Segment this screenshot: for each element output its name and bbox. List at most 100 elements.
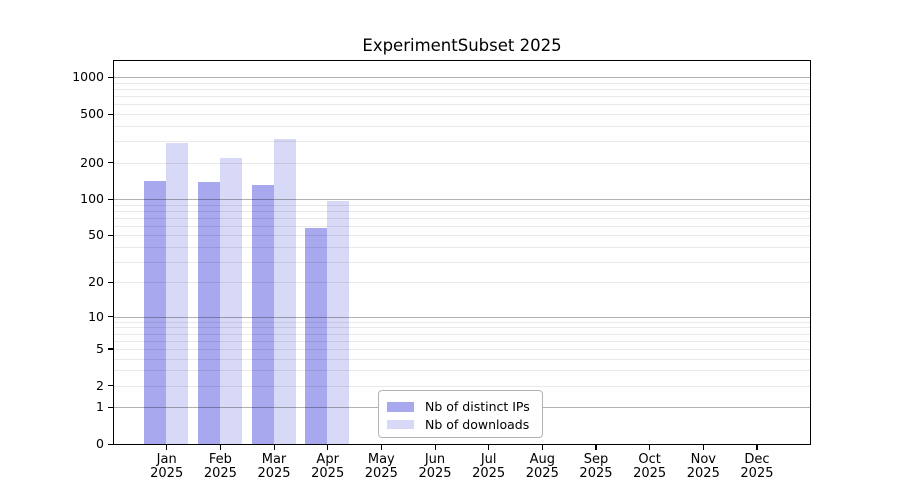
gridline-minor (114, 321, 810, 323)
y-tick-label-200: 200 (80, 154, 104, 170)
x-tick-year-sep: 2025 (579, 465, 613, 481)
x-tick-year-jan: 2025 (150, 465, 184, 481)
y-tick-mark-5 (108, 348, 113, 350)
y-tick-label-50: 50 (88, 227, 104, 243)
legend-row-downloads: Nb of downloads (387, 416, 532, 434)
legend-row-distinct-ips: Nb of distinct IPs (387, 398, 532, 416)
x-tick-mark-aug (541, 445, 543, 450)
x-tick-mark-nov (702, 445, 704, 450)
legend-swatch-downloads (387, 419, 414, 429)
gridline-minor (114, 370, 810, 372)
bar-downloads-feb (219, 157, 242, 444)
grid-layer (114, 61, 810, 444)
gridline-minor (114, 89, 810, 91)
gridline-minor (114, 348, 810, 350)
y-tick-label-100: 100 (80, 191, 104, 207)
x-tick-year-aug: 2025 (525, 465, 559, 481)
x-tick-year-feb: 2025 (203, 465, 237, 481)
x-tick-label-feb: Feb 2025 (188, 453, 252, 480)
gridline-minor (114, 333, 810, 335)
y-tick-mark-2 (108, 385, 113, 387)
y-tick-label-1000: 1000 (72, 69, 104, 85)
x-tick-mark-dec (756, 445, 758, 450)
x-tick-label-oct: Oct 2025 (618, 453, 682, 480)
legend: Nb of distinct IPs Nb of downloads (378, 390, 543, 438)
y-tick-label-10: 10 (88, 308, 104, 324)
y-tick-label-5: 5 (96, 340, 104, 356)
x-tick-year-jul: 2025 (472, 465, 506, 481)
gridline-minor (114, 261, 810, 263)
x-tick-year-jun: 2025 (418, 465, 452, 481)
y-tick-mark-1 (108, 406, 113, 408)
gridline-major (114, 199, 810, 201)
x-tick-mark-oct (649, 445, 651, 450)
x-tick-year-nov: 2025 (686, 465, 720, 481)
x-tick-year-dec: 2025 (740, 465, 774, 481)
y-tick-mark-1000 (108, 76, 113, 78)
x-tick-label-jun: Jun 2025 (403, 453, 467, 480)
gridline-minor (114, 327, 810, 329)
bars-layer (114, 61, 810, 444)
gridline-minor (114, 82, 810, 84)
gridline-minor (114, 225, 810, 227)
x-tick-label-aug: Aug 2025 (510, 453, 574, 480)
x-tick-label-apr: Apr 2025 (296, 453, 360, 480)
bar-distinct-ips-jan (144, 181, 167, 444)
y-tick-mark-0 (108, 443, 113, 445)
x-tick-mark-apr (327, 445, 329, 450)
x-tick-label-sep: Sep 2025 (564, 453, 628, 480)
gridline-minor (114, 141, 810, 143)
y-tick-label-0: 0 (96, 436, 104, 451)
legend-swatch-distinct-ips (387, 402, 414, 412)
bar-distinct-ips-apr (305, 228, 328, 444)
gridline-major (114, 77, 810, 79)
x-tick-year-mar: 2025 (257, 465, 291, 481)
x-tick-label-dec: Dec 2025 (725, 453, 789, 480)
gridline-minor (114, 340, 810, 342)
bar-downloads-jan (166, 142, 189, 444)
gridline-minor (114, 114, 810, 116)
x-tick-label-nov: Nov 2025 (671, 453, 735, 480)
x-tick-year-may: 2025 (364, 465, 398, 481)
x-tick-year-apr: 2025 (311, 465, 345, 481)
bar-downloads-mar (273, 139, 296, 444)
gridline-minor (114, 282, 810, 284)
legend-label-downloads: Nb of downloads (425, 416, 530, 432)
x-tick-label-jul: Jul 2025 (457, 453, 521, 480)
gridline-minor (114, 96, 810, 98)
y-tick-mark-10 (108, 316, 113, 318)
y-tick-label-1: 1 (96, 399, 104, 415)
y-tick-mark-200 (108, 162, 113, 164)
x-tick-mark-sep (595, 445, 597, 450)
y-tick-label-20: 20 (88, 274, 104, 290)
gridline-minor (114, 210, 810, 212)
legend-label-distinct-ips: Nb of distinct IPs (425, 399, 530, 415)
y-tick-mark-500 (108, 113, 113, 115)
x-tick-label-jan: Jan 2025 (135, 453, 199, 480)
gridline-minor (114, 358, 810, 360)
bar-downloads-apr (327, 201, 350, 444)
y-tick-mark-50 (108, 234, 113, 236)
plot-area (113, 60, 811, 445)
gridline-minor (114, 162, 810, 164)
bar-distinct-ips-mar (251, 185, 274, 444)
gridline-major (114, 316, 810, 318)
x-tick-mark-jun (434, 445, 436, 450)
gridline-minor (114, 246, 810, 248)
gridline-minor (114, 104, 810, 106)
x-tick-mark-feb (219, 445, 222, 450)
gridline-minor (114, 204, 810, 206)
x-tick-mark-jan (166, 445, 168, 450)
gridline-minor (114, 235, 810, 237)
x-tick-label-may: May 2025 (349, 453, 413, 480)
y-tick-label-2: 2 (96, 377, 104, 393)
bar-distinct-ips-feb (197, 182, 220, 444)
x-tick-label-mar: Mar 2025 (242, 453, 306, 480)
y-tick-mark-100 (108, 198, 113, 200)
gridline-minor (114, 385, 810, 387)
x-tick-year-oct: 2025 (633, 465, 667, 481)
x-tick-mark-jul (488, 445, 490, 450)
y-tick-mark-20 (108, 281, 113, 284)
y-tick-label-500: 500 (80, 106, 104, 122)
